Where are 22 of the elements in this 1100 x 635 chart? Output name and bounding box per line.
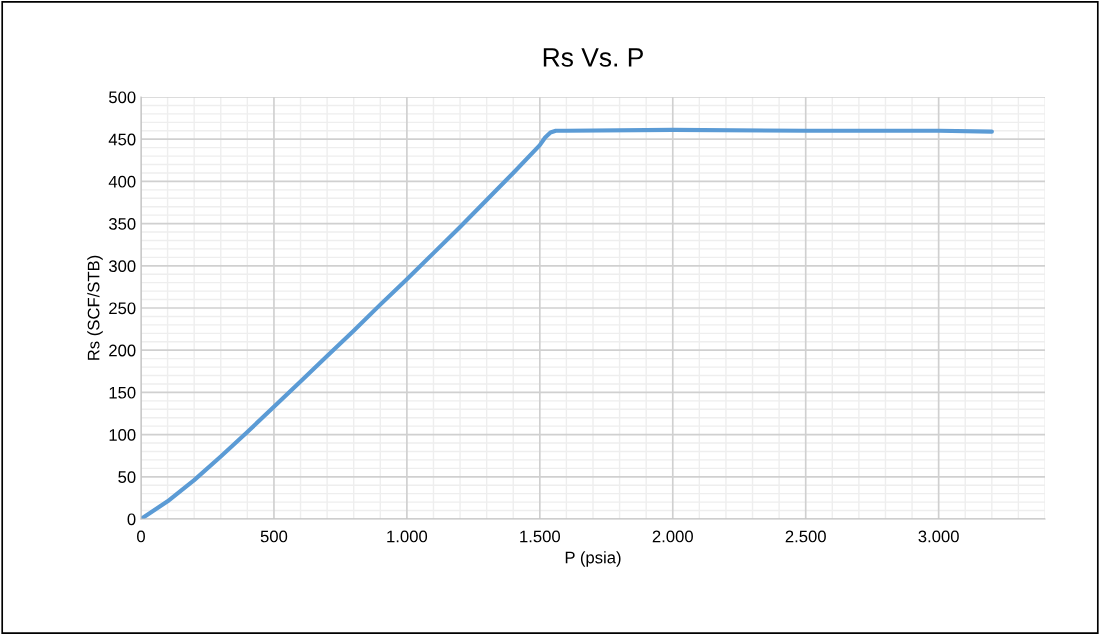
y-tick-label: 300 [108, 260, 136, 272]
x-axis-title: P (psia) [565, 551, 621, 567]
y-tick-label: 350 [108, 218, 136, 230]
x-tick-label: 500 [260, 530, 288, 543]
chart-title: Rs Vs. P [543, 48, 643, 67]
y-axis-title: Rs (SCF/STB) [87, 255, 103, 360]
y-tick-label: 200 [109, 344, 136, 357]
line-series [141, 127, 994, 519]
y-tick-label: 50 [118, 471, 136, 483]
y-tick-label: 500 [109, 91, 136, 104]
x-tick-label: 0 [137, 530, 145, 543]
y-tick-label: 400 [108, 175, 136, 188]
y-tick-label: 150 [109, 386, 136, 399]
x-tick-label: 2.000 [652, 530, 693, 543]
y-tick-label: 100 [109, 429, 136, 441]
y-tick-label: 250 [109, 302, 136, 315]
y-tick-label: 0 [127, 513, 136, 526]
x-tick-label: 2.500 [785, 530, 826, 543]
x-tick-label: 1.500 [520, 530, 561, 543]
y-tick-label: 450 [108, 133, 136, 146]
x-tick-label: 3.000 [918, 530, 959, 543]
x-tick-label: 1.000 [387, 530, 428, 543]
